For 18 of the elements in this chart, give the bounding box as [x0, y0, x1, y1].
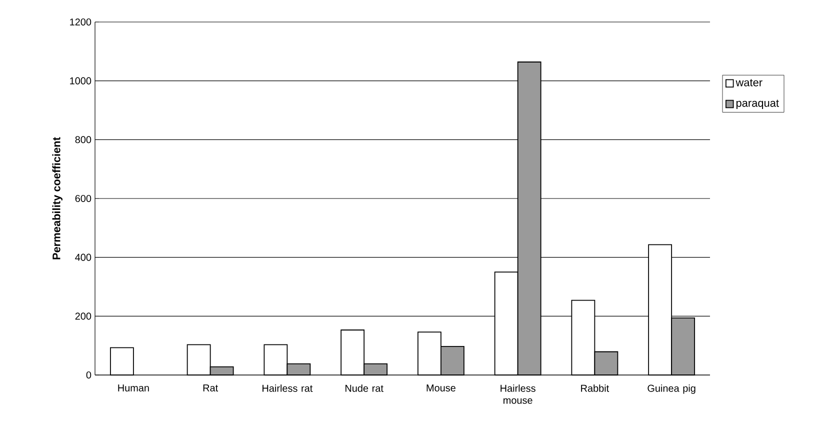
y-tick-label: 600 — [75, 194, 92, 202]
y-tick-label: 800 — [75, 136, 92, 144]
y-tick-label: 1200 — [70, 18, 92, 26]
x-tick-label: Hairless rat — [262, 384, 313, 392]
y-tick-label: 0 — [86, 371, 92, 379]
x-tick-label: Nude rat — [346, 384, 384, 392]
x-tick-label: Hairless mouse — [500, 384, 536, 404]
legend-label: paraquat — [736, 100, 779, 110]
x-tick-label: Rat — [203, 384, 218, 392]
x-tick-label: Guinea pig — [648, 384, 696, 394]
y-axis-title: Permeability coefficient — [52, 137, 62, 260]
legend-label: water — [736, 79, 762, 86]
x-tick-label: Mouse — [426, 384, 456, 392]
x-tick-label: Human — [118, 384, 149, 392]
y-tick-label: 1000 — [70, 77, 92, 84]
y-tick-label: 400 — [75, 254, 92, 261]
y-tick-label: 200 — [75, 312, 92, 320]
x-tick-label: Rabbit — [581, 384, 610, 392]
